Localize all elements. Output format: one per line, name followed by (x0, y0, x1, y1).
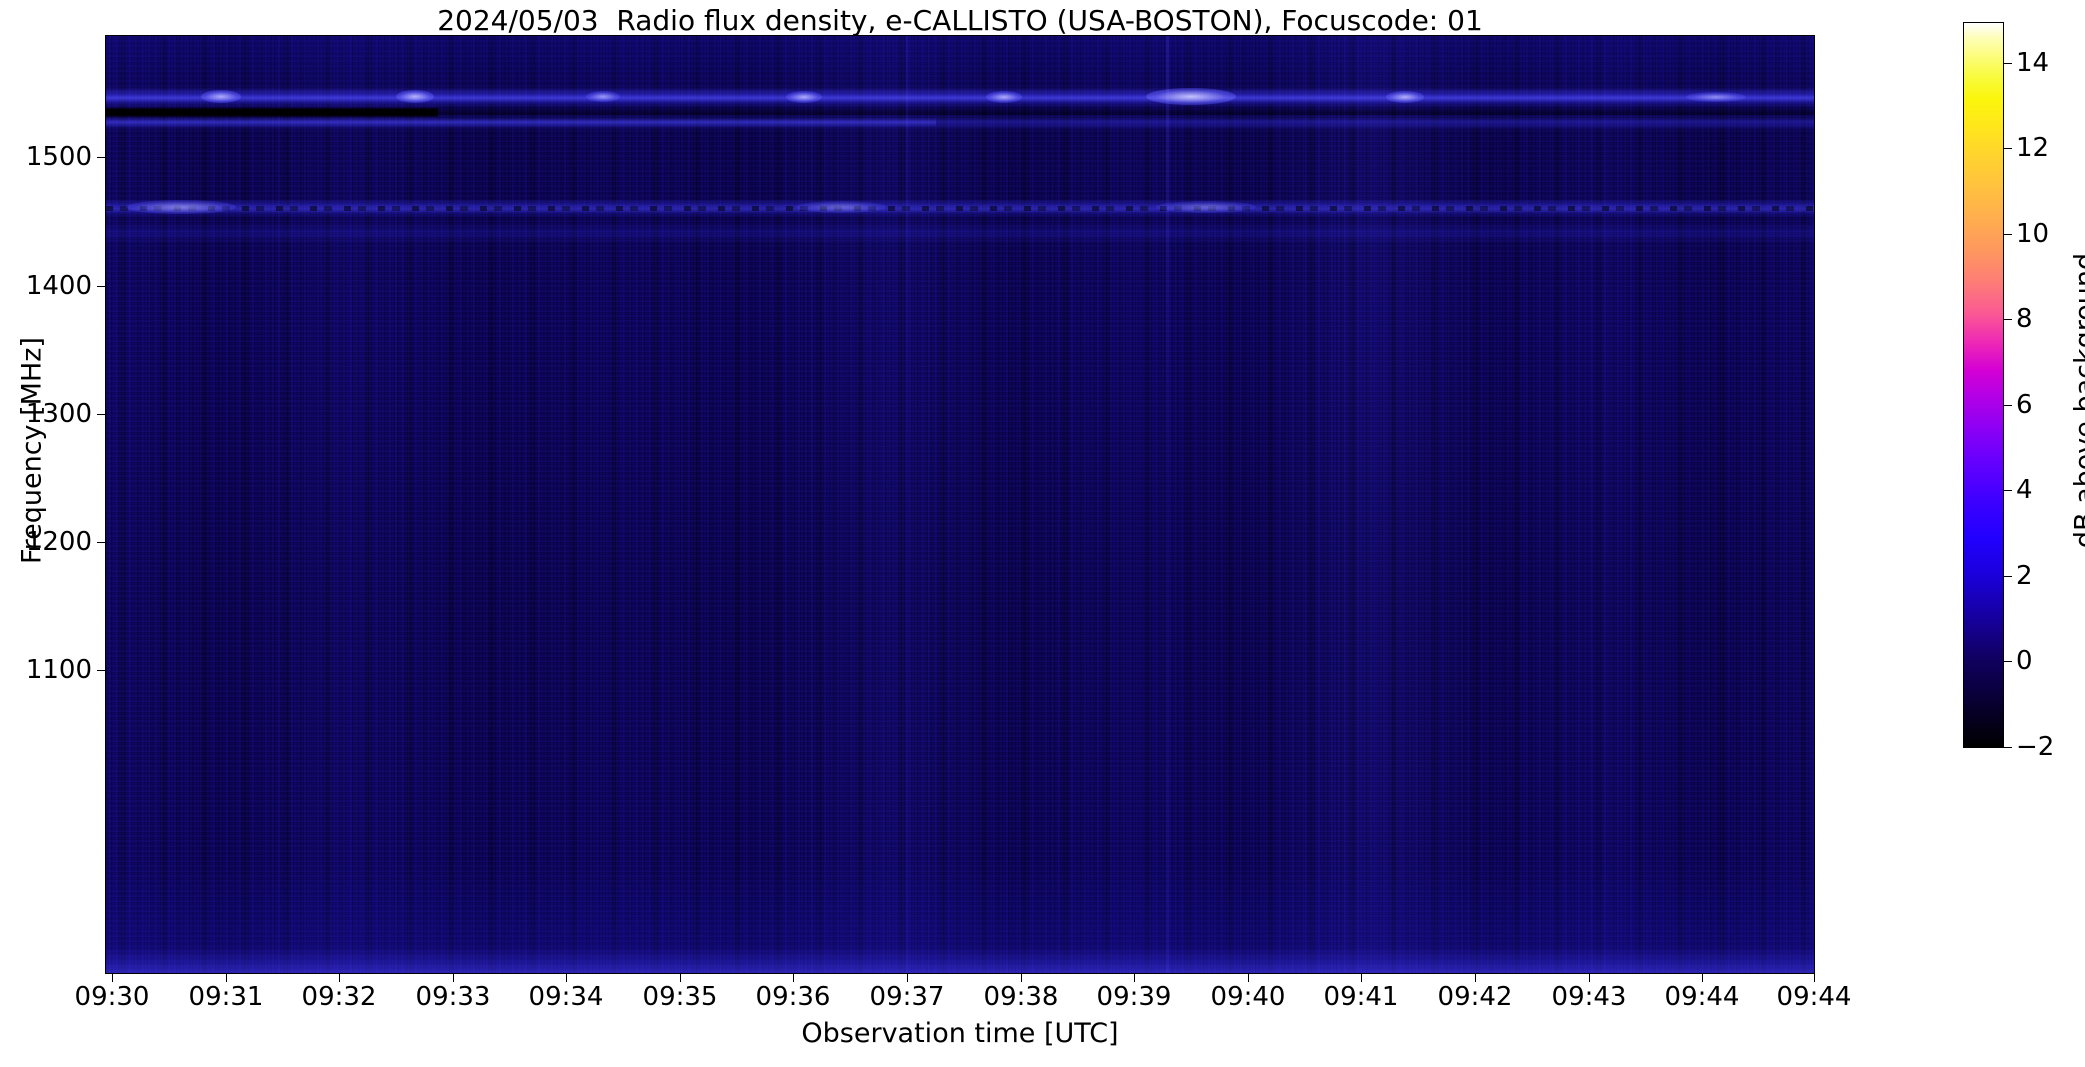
rfi-dropout-line-1535mhz-faint-tail (438, 110, 1814, 115)
spectrogram-vertical-noise-layer (106, 36, 1814, 973)
y-tick-label-1100: 1100 (25, 655, 92, 685)
x-tick-mark-7 (907, 974, 908, 982)
band-blob-0937 (786, 91, 822, 103)
x-tick-label-9: 09:39 (1096, 982, 1172, 1012)
rfi-dropout-line-1535mhz (106, 108, 438, 117)
rfi-emission-band-1548mhz (106, 87, 1814, 107)
colorbar-tick-label-12: 12 (2016, 133, 2050, 163)
x-tick-mark-11 (1361, 974, 1362, 982)
colorbar-tick-label-14: 14 (2016, 48, 2050, 78)
rfi-band-1460mhz-dark-core (106, 206, 1814, 211)
vertical-burst-column-0940 (1166, 36, 1169, 973)
spectrogram-vertical-gradient-layer (106, 36, 1814, 973)
x-tick-mark-13 (1589, 974, 1590, 982)
colorbar-tick-mark-14 (2004, 63, 2012, 64)
x-tick-mark-4 (566, 974, 567, 982)
colorbar-tick-label-2: 2 (2016, 561, 2033, 591)
x-tick-label-8: 09:38 (983, 982, 1059, 1012)
y-tick-mark-1500 (97, 157, 105, 158)
colorbar-tick-label-8: 8 (2016, 304, 2033, 334)
y-tick-label-1300: 1300 (25, 399, 92, 429)
colorbar-tick-label-6: 6 (2016, 390, 2033, 420)
x-tick-label-1: 09:31 (188, 982, 264, 1012)
spectrogram-vertical-darkstripe-layer (106, 36, 1814, 973)
band-blob-0939 (986, 91, 1022, 103)
spectrogram-time-variation-layer (106, 36, 1814, 973)
band-blob-0933 (396, 90, 434, 103)
y-axis-label: Frequency [MHz] (16, 337, 48, 564)
colorbar-tick-mark-6 (2004, 405, 2012, 406)
faint-band-1528mhz (106, 116, 1814, 130)
x-tick-mark-14 (1702, 974, 1703, 982)
y-tick-label-1400: 1400 (25, 271, 92, 301)
x-axis-label: Observation time [UTC] (801, 1018, 1119, 1049)
x-tick-label-6: 09:36 (755, 982, 831, 1012)
rfi-band-1460mhz (106, 199, 1814, 217)
y-tick-mark-1400 (97, 286, 105, 287)
x-tick-label-2: 09:32 (301, 982, 377, 1012)
x-tick-label-0: 09:30 (74, 982, 150, 1012)
x-tick-label-12: 09:42 (1437, 982, 1513, 1012)
vertical-burst-column-0936 (906, 36, 908, 973)
colorbar-tick-mark-4 (2004, 490, 2012, 491)
x-tick-label-11: 09:41 (1323, 982, 1399, 1012)
y-tick-mark-1200 (97, 542, 105, 543)
page-title: 2024/05/03 Radio flux density, e-CALLIST… (437, 4, 1483, 37)
colorbar-tick-label-0: 0 (2016, 646, 2033, 676)
band-blob-0941 (1146, 88, 1236, 105)
y-tick-mark-1300 (97, 414, 105, 415)
x-tick-mark-1 (226, 974, 227, 982)
x-tick-label-15: 09:44 (1776, 982, 1852, 1012)
x-tick-label-3: 09:33 (415, 982, 491, 1012)
colorbar-tick-mark-8 (2004, 319, 2012, 320)
y-tick-mark-1100 (97, 670, 105, 671)
x-tick-mark-15 (1814, 974, 1815, 982)
colorbar-tick-mark-0 (2004, 661, 2012, 662)
x-tick-mark-2 (339, 974, 340, 982)
colorbar-tick-label-4: 4 (2016, 475, 2033, 505)
x-tick-label-7: 09:37 (869, 982, 945, 1012)
spectrogram-plot-area[interactable] (105, 35, 1815, 974)
y-tick-label-1500: 1500 (25, 142, 92, 172)
colorbar-tick-mark-2 (2004, 576, 2012, 577)
colorbar-tick-label-10: 10 (2016, 219, 2050, 249)
x-tick-mark-10 (1248, 974, 1249, 982)
x-tick-mark-12 (1475, 974, 1476, 982)
x-tick-mark-6 (793, 974, 794, 982)
colorbar-label: dB above background (2069, 252, 2085, 549)
colorbar-tick-mark-10 (2004, 234, 2012, 235)
x-tick-label-13: 09:43 (1551, 982, 1627, 1012)
x-tick-label-4: 09:34 (528, 982, 604, 1012)
colorbar-tick-mark-12 (2004, 148, 2012, 149)
band-blob-0931 (201, 90, 241, 103)
rfi-band-1460mhz-blob-mid (796, 201, 886, 213)
colorbar-tick-label-minus2: −2 (2016, 732, 2055, 762)
bottom-edge-bright-rows (106, 947, 1814, 973)
x-tick-mark-0 (112, 974, 113, 982)
x-tick-label-10: 09:40 (1210, 982, 1286, 1012)
band-blob-0943 (1386, 91, 1424, 103)
band-blob-0936 (586, 91, 620, 102)
x-tick-label-14: 09:44 (1664, 982, 1740, 1012)
rfi-band-1460mhz-blob-right (1156, 201, 1256, 213)
x-tick-mark-8 (1021, 974, 1022, 982)
x-tick-label-5: 09:35 (642, 982, 718, 1012)
rfi-band-1460mhz-blob-left (126, 200, 236, 214)
faint-band-1440mhz (106, 222, 1814, 244)
x-tick-mark-9 (1134, 974, 1135, 982)
y-tick-label-1200: 1200 (25, 527, 92, 557)
faint-band-1528mhz-left-segment (106, 118, 936, 127)
band-blob-0944 (1686, 92, 1746, 102)
colorbar[interactable] (1963, 22, 2004, 748)
colorbar-tick-mark-minus2 (2004, 747, 2012, 748)
x-tick-mark-3 (453, 974, 454, 982)
x-tick-mark-5 (680, 974, 681, 982)
spectrogram-channel-texture-layer (106, 36, 1814, 973)
